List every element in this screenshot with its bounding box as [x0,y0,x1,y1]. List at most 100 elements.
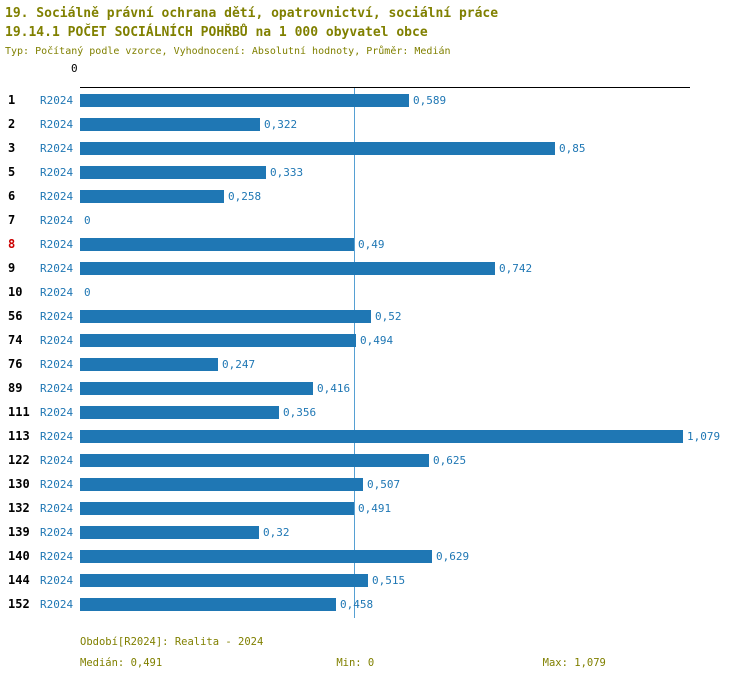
value-label: 0 [84,285,91,299]
row-category-label: 74 [8,333,23,347]
value-bar[interactable] [80,525,259,539]
value-label: 0,507 [367,477,401,491]
value-bar[interactable] [80,549,432,563]
value-label: 0,589 [413,93,447,107]
row-category-label: 76 [8,357,23,371]
value-label: 0,49 [358,237,385,251]
value-bar[interactable] [80,405,279,419]
value-label: 0,258 [228,189,262,203]
value-bar[interactable] [80,573,368,587]
chart-row: 1 R2024 0,589 [0,88,750,112]
chart-row: 76 R2024 0,247 [0,352,750,376]
value-label: 0 [84,213,91,227]
value-bar[interactable] [80,333,356,347]
chart-row: 132 R2024 0,491 [0,496,750,520]
chart-row: 122 R2024 0,625 [0,448,750,472]
chart-row: 130 R2024 0,507 [0,472,750,496]
value-bar[interactable] [80,357,218,371]
value-label: 0,85 [559,141,586,155]
row-plot: 0,322 [80,112,750,136]
value-bar[interactable] [80,93,409,107]
row-plot: 0,629 [80,544,750,568]
row-series-label: R2024 [40,501,74,515]
value-bar[interactable] [80,141,555,155]
chart-row: 7 R2024 0 [0,208,750,232]
chart-row: 3 R2024 0,85 [0,136,750,160]
median-line [354,88,355,618]
value-bar[interactable] [80,453,429,467]
value-bar[interactable] [80,165,266,179]
chart-row: 111 R2024 0,356 [0,400,750,424]
value-label: 1,079 [687,429,721,443]
row-plot: 0,52 [80,304,750,328]
row-plot: 0 [80,208,750,232]
row-category-label: 8 [8,237,16,251]
value-bar[interactable] [80,261,495,275]
row-category-label: 152 [8,597,30,611]
chart-header: 19. Sociálně právní ochrana dětí, opatro… [0,0,750,60]
row-plot: 0,356 [80,400,750,424]
row-category-label: 122 [8,453,30,467]
value-label: 0,494 [360,333,394,347]
value-bar[interactable] [80,117,260,131]
row-series-label: R2024 [40,525,74,539]
chart-row: 152 R2024 0,458 [0,592,750,616]
row-plot: 0,458 [80,592,750,616]
row-series-label: R2024 [40,117,74,131]
footer-stats: Medián: 0,491 Min: 0 Max: 1,079 [80,657,750,669]
row-category-label: 6 [8,189,16,203]
row-plot: 0,85 [80,136,750,160]
row-series-label: R2024 [40,93,74,107]
chart-title-category: 19. Sociálně právní ochrana dětí, opatro… [5,6,499,21]
value-bar[interactable] [80,381,313,395]
chart-row: 139 R2024 0,32 [0,520,750,544]
value-bar[interactable] [80,237,354,251]
row-category-label: 1 [8,93,16,107]
chart-row: 6 R2024 0,258 [0,184,750,208]
value-bar[interactable] [80,309,371,323]
row-series-label: R2024 [40,333,74,347]
chart-row: 10 R2024 0 [0,280,750,304]
footer-median: Medián: 0,491 [80,657,163,669]
value-label: 0,356 [283,405,317,419]
value-label: 0,322 [264,117,298,131]
chart-row: 8 R2024 0,49 [0,232,750,256]
chart-row: 5 R2024 0,333 [0,160,750,184]
value-bar[interactable] [80,189,224,203]
chart-row: 56 R2024 0,52 [0,304,750,328]
row-plot: 0,507 [80,472,750,496]
chart-title-indicator: 19.14.1 POČET SOCIÁLNÍCH POHŘBŮ na 1 000… [5,25,428,40]
row-category-label: 89 [8,381,23,395]
value-bar[interactable] [80,501,354,515]
row-plot: 0,494 [80,328,750,352]
footer-period: Období[R2024]: Realita - 2024 [80,636,264,648]
row-series-label: R2024 [40,165,74,179]
value-label: 0,742 [499,261,533,275]
value-bar[interactable] [80,429,683,443]
value-label: 0,515 [372,573,406,587]
row-category-label: 113 [8,429,30,443]
row-category-label: 7 [8,213,16,227]
chart-area: 0 1 R2024 0,589 2 R2024 0,322 3 R2024 0,85 5 R2024… [0,60,750,622]
row-plot: 0,258 [80,184,750,208]
chart-row: 2 R2024 0,322 [0,112,750,136]
row-category-label: 9 [8,261,16,275]
row-plot: 0,625 [80,448,750,472]
value-bar[interactable] [80,477,363,491]
row-series-label: R2024 [40,141,74,155]
value-bar[interactable] [80,597,336,611]
chart-row: 9 R2024 0,742 [0,256,750,280]
row-plot: 0 [80,280,750,304]
row-series-label: R2024 [40,453,74,467]
value-label: 0,333 [270,165,304,179]
row-category-label: 144 [8,573,30,587]
chart-row: 89 R2024 0,416 [0,376,750,400]
row-plot: 0,515 [80,568,750,592]
value-label: 0,247 [222,357,256,371]
row-series-label: R2024 [40,597,74,611]
value-label: 0,52 [375,309,402,323]
row-category-label: 140 [8,549,30,563]
row-category-label: 3 [8,141,16,155]
value-label: 0,32 [263,525,290,539]
